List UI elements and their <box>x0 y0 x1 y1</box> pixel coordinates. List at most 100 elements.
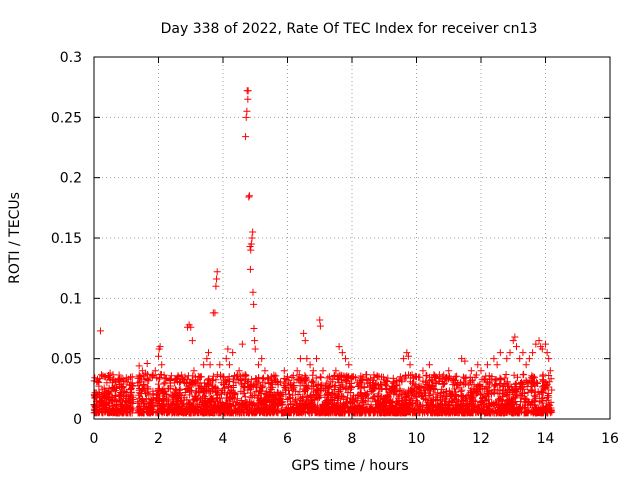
data-point <box>396 373 404 381</box>
data-point <box>193 379 201 387</box>
data-point <box>309 367 317 375</box>
data-point <box>413 373 420 381</box>
data-point <box>335 343 343 351</box>
data-point <box>143 359 151 367</box>
data-point <box>546 367 554 375</box>
noise-markers <box>90 370 556 417</box>
data-point <box>490 355 498 363</box>
data-point <box>103 379 111 387</box>
y-tick-label: 0.05 <box>51 352 82 368</box>
data-point <box>206 361 214 369</box>
data-point <box>496 349 504 357</box>
data-point <box>390 379 398 387</box>
data-point <box>545 355 553 363</box>
grid-lines <box>94 57 610 419</box>
x-tick-label: 2 <box>154 431 163 447</box>
data-point <box>522 361 530 369</box>
data-point <box>525 355 533 363</box>
data-point <box>374 373 382 381</box>
data-point <box>242 113 250 121</box>
background-noise-points <box>90 370 556 417</box>
data-point <box>445 367 453 375</box>
data-point <box>95 388 103 396</box>
data-point <box>213 275 221 283</box>
y-tick-label: 0.15 <box>51 231 82 247</box>
data-point <box>325 373 333 381</box>
data-point <box>106 369 114 377</box>
data-point <box>338 349 346 357</box>
data-point <box>425 361 433 369</box>
data-point <box>171 379 179 387</box>
data-point <box>243 107 251 115</box>
data-point <box>400 355 408 363</box>
data-point <box>342 355 350 363</box>
chart-title: Day 338 of 2022, Rate Of TEC Index for r… <box>161 21 538 37</box>
data-point <box>274 379 282 387</box>
data-point <box>403 349 411 357</box>
data-point <box>148 397 156 405</box>
data-point <box>204 349 212 357</box>
x-tick-label: 0 <box>90 431 99 447</box>
data-point <box>332 367 340 375</box>
data-point <box>313 355 321 363</box>
data-point <box>316 322 324 330</box>
data-point <box>164 385 172 393</box>
data-point <box>300 329 308 337</box>
data-point <box>509 337 517 345</box>
data-point <box>316 316 324 324</box>
data-point <box>248 234 256 242</box>
x-axis-ticks: 0 2 4 6 8 10 12 14 16 <box>90 57 619 447</box>
x-tick-label: 8 <box>348 431 357 447</box>
data-point <box>235 367 243 375</box>
data-point <box>432 379 440 387</box>
y-tick-label: 0.25 <box>51 110 82 126</box>
data-point <box>483 361 491 369</box>
data-point <box>244 87 252 95</box>
data-point <box>474 361 482 369</box>
data-point <box>247 240 255 248</box>
data-point <box>200 361 208 369</box>
data-point <box>532 340 540 348</box>
data-point <box>516 355 524 363</box>
data-point <box>203 355 211 363</box>
data-point <box>219 373 227 381</box>
data-point <box>438 373 446 381</box>
data-point <box>301 337 309 345</box>
data-point <box>98 397 106 405</box>
data-point <box>503 355 511 363</box>
data-point <box>161 379 169 387</box>
data-point <box>229 349 237 357</box>
data-point <box>293 367 301 375</box>
data-point <box>108 393 116 401</box>
data-point <box>380 379 388 387</box>
y-tick-label: 0.3 <box>60 50 82 66</box>
data-point <box>129 393 137 401</box>
data-point <box>358 379 366 387</box>
data-point <box>225 361 233 369</box>
data-point <box>535 337 543 345</box>
data-point <box>125 381 133 389</box>
x-tick-label: 6 <box>283 431 292 447</box>
x-tick-label: 14 <box>537 431 555 447</box>
data-point <box>512 343 520 351</box>
data-point <box>174 373 182 381</box>
data-point <box>156 343 164 351</box>
data-point <box>348 373 356 381</box>
data-point <box>249 228 257 236</box>
data-point <box>151 367 159 375</box>
data-point <box>93 403 101 411</box>
data-point <box>364 376 372 384</box>
data-point <box>290 379 298 387</box>
data-point <box>245 192 253 200</box>
data-point <box>251 345 259 353</box>
data-point <box>461 357 469 365</box>
y-tick-label: 0 <box>73 412 82 428</box>
data-point <box>180 379 188 387</box>
data-point <box>187 323 195 331</box>
data-point <box>232 379 240 387</box>
data-point <box>196 373 204 381</box>
data-point <box>190 367 198 375</box>
data-point <box>247 246 255 254</box>
data-point <box>155 352 162 360</box>
